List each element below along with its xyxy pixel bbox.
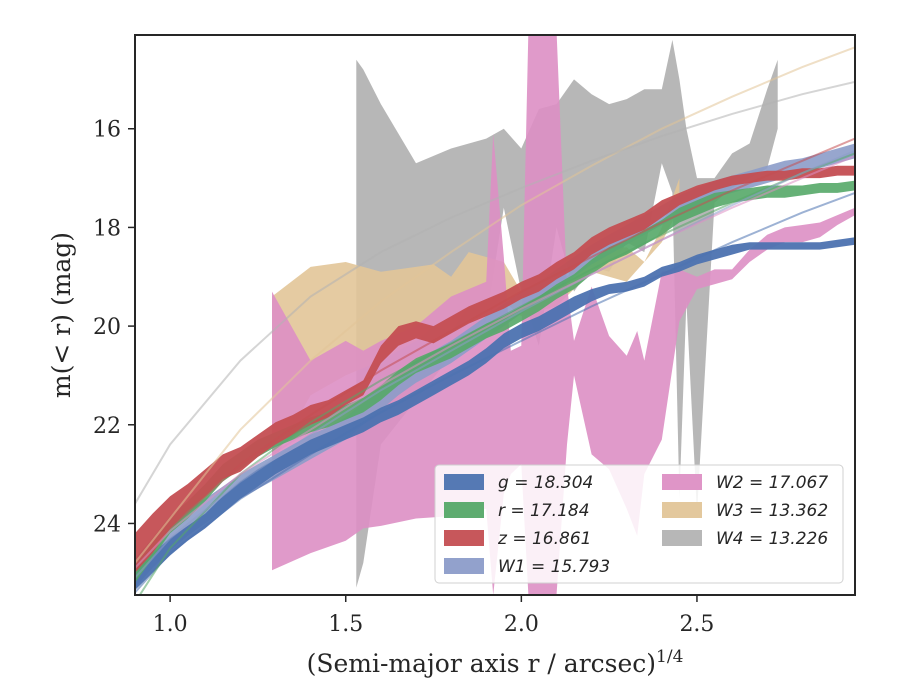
legend-label-w3: W3 = 13.362 [716,501,828,521]
fit-curve-w4 [135,80,855,505]
x-tick-label: 2.5 [679,612,714,637]
y-axis-label: m(< r) (mag) [47,232,76,398]
x-axis-label: (Semi-major axis r / arcsec)1/4 [307,647,684,678]
band-w4 [356,39,778,588]
legend-label-w4: W4 = 13.226 [716,529,828,549]
legend: g = 18.304 r = 17.184 z = 16.861 W1 = 15.79… [434,464,844,584]
fit-curve-r [138,152,855,595]
x-axis: 1.0 1.5 2.0 2.5 [153,595,714,637]
fit-curve-w1 [135,149,855,579]
x-axis-label-superscript: 1/4 [656,647,683,667]
fit-curve-z [135,137,855,569]
fit-curve-w2 [135,154,855,569]
legend-label-z: z = 16.861 [497,529,591,549]
legend-frame [434,464,844,584]
legend-swatch-w2 [662,474,702,490]
legend-swatch-w1 [444,558,484,574]
y-tick-label: 18 [93,216,121,241]
legend-label-r: r = 17.184 [498,501,590,521]
legend-swatch-w3 [662,502,702,518]
fit-curve-w3 [135,46,855,564]
legend-swatch-r [444,502,484,518]
legend-label-w1: W1 = 15.793 [498,557,610,577]
legend-swatch-w4 [662,530,702,546]
x-tick-label: 2.0 [504,612,539,637]
legend-label-g: g = 18.304 [498,473,593,493]
y-tick-label: 22 [93,414,121,439]
plot-frame [134,34,856,596]
y-axis: 16 18 20 22 24 [93,118,135,537]
y-tick-label: 24 [93,512,121,537]
x-tick-label: 1.0 [153,612,188,637]
band-w3 [272,178,680,465]
legend-swatch-g [444,474,484,490]
legend-label-w2: W2 = 17.067 [716,473,828,493]
legend-swatch-z [444,530,484,546]
bands-layer [135,35,855,595]
x-tick-label: 1.5 [328,612,363,637]
fit-curves-layer [135,46,855,595]
y-tick-label: 20 [93,315,121,340]
fit-curve-g [135,191,855,594]
y-tick-label: 16 [93,118,121,143]
